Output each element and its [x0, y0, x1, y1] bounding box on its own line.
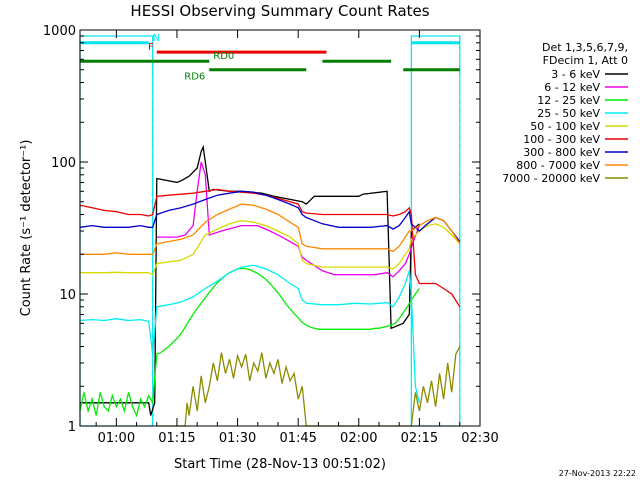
axes: 01:00 01:15 01:30 01:45 02:00 02:15 02:30 1 10 10… [43, 24, 499, 446]
y-axis-label: Count Rate (s⁻¹ detector⁻¹) [19, 140, 34, 317]
flag-f-label: F [148, 42, 154, 53]
legend-label-4: 50 - 100 keV [530, 120, 600, 133]
series-line-7 [80, 203, 461, 255]
x-tick-label-5: 02:15 [401, 431, 438, 446]
plot-frame [79, 29, 481, 427]
series-line-6 [79, 190, 461, 242]
legend-label-8: 7000 - 20000 keV [502, 172, 600, 185]
legend-header-0: Det 1,3,5,6,7,9, [542, 41, 628, 54]
flag-rd0-label: RD0 [213, 51, 234, 62]
flag-bars: NF RD0 RD6 [80, 33, 460, 83]
y-tick-label-3: 1000 [43, 24, 76, 39]
x-tick-label-0: 01:00 [98, 431, 135, 446]
legend-label-2: 12 - 25 keV [537, 94, 600, 107]
y-tick-label-1: 10 [59, 288, 76, 303]
y-tick-label-2: 100 [51, 156, 76, 171]
chart-title: HESSI Observing Summary Count Rates [130, 2, 429, 20]
legend-label-3: 25 - 50 keV [537, 107, 600, 120]
series-line-8 [156, 346, 461, 427]
legend-label-6: 300 - 800 keV [523, 146, 600, 159]
x-tick-label-1: 01:15 [158, 431, 195, 446]
legend-label-5: 100 - 300 keV [523, 133, 600, 146]
x-axis-label: Start Time (28-Nov-13 00:51:02) [174, 457, 386, 472]
x-tick-label-6: 02:30 [461, 431, 498, 446]
x-tick-label-3: 01:45 [279, 431, 316, 446]
legend-label-1: 6 - 12 keV [544, 81, 600, 94]
x-tick-label-4: 02:00 [340, 431, 377, 446]
series-line-2 [79, 267, 420, 418]
legend-label-0: 3 - 6 keV [551, 68, 600, 81]
legend: Det 1,3,5,6,7,9,FDecim 1, Att 03 - 6 keV… [502, 41, 628, 185]
flag-n-label: N [153, 33, 160, 44]
series-lines [79, 144, 461, 427]
x-tick-label-2: 01:30 [219, 431, 256, 446]
series-line-3 [79, 264, 421, 403]
flag-rd6-label: RD6 [184, 72, 205, 83]
y-tick-label-0: 1 [68, 420, 76, 435]
footer-timestamp: 27-Nov-2013 22:22 [559, 469, 636, 478]
legend-header-1: FDecim 1, Att 0 [543, 54, 628, 67]
legend-label-7: 800 - 7000 keV [516, 159, 600, 172]
series-line-5 [79, 188, 461, 308]
